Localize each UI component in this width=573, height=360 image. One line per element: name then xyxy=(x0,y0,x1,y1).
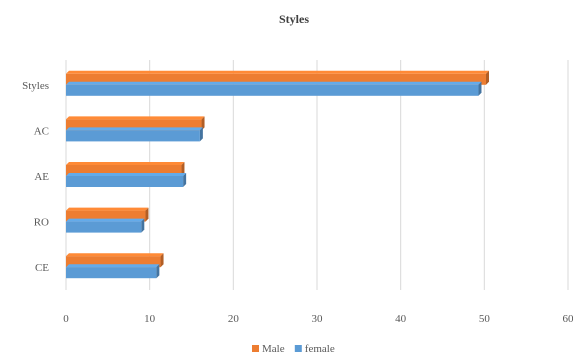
bar-front-face xyxy=(66,210,146,222)
x-tick-label: 0 xyxy=(63,313,69,325)
bar-front-face xyxy=(66,165,182,176)
y-tick-label: Styles xyxy=(22,80,49,92)
legend: Male female xyxy=(252,343,335,355)
legend-swatch-male xyxy=(252,345,259,352)
bar-end-face xyxy=(160,253,164,268)
y-tick-label: CE xyxy=(35,262,49,274)
bar-male-ae xyxy=(66,162,185,176)
x-tick-label: 40 xyxy=(395,313,407,325)
x-tick-label: 60 xyxy=(563,313,573,325)
bar-end-face xyxy=(201,116,205,131)
bar-front-face xyxy=(66,256,161,268)
bar-end-face xyxy=(156,264,160,279)
chart-title: Styles xyxy=(279,12,309,26)
bar-front-face xyxy=(66,221,142,233)
y-tick-label: RO xyxy=(34,217,49,229)
bar-end-face xyxy=(199,127,203,142)
bars xyxy=(66,70,490,279)
x-tick-label: 10 xyxy=(144,313,156,325)
y-tick-label: AE xyxy=(34,171,49,183)
y-axis-labels: Styles AC AE RO CE xyxy=(22,80,49,274)
x-axis-labels: 0 10 20 30 40 50 60 xyxy=(63,313,573,325)
bar-end-face xyxy=(486,70,490,85)
x-tick-label: 30 xyxy=(312,313,324,325)
bar-front-face xyxy=(66,176,184,187)
bar-female-ro xyxy=(66,218,145,233)
bar-top-face xyxy=(66,81,482,85)
x-tick-label: 20 xyxy=(228,313,240,325)
bar-male-ac xyxy=(66,116,205,131)
bar-top-face xyxy=(66,116,205,120)
bar-front-face xyxy=(66,267,157,279)
legend-label-female: female xyxy=(305,343,335,355)
bar-female-ae xyxy=(66,173,187,187)
bar-top-face xyxy=(66,253,164,257)
bar-top-face xyxy=(66,162,185,165)
bar-top-face xyxy=(66,127,203,131)
bar-end-face xyxy=(183,173,187,187)
grid xyxy=(65,60,569,290)
bar-male-ro xyxy=(66,207,149,222)
bar-top-face xyxy=(66,70,490,74)
y-tick-label: AC xyxy=(34,125,49,137)
bar-end-face xyxy=(181,162,185,176)
bar-front-face xyxy=(66,73,487,85)
bar-front-face xyxy=(66,130,200,142)
bar-end-face xyxy=(478,81,482,96)
bar-top-face xyxy=(66,207,149,211)
bar-end-face xyxy=(145,207,149,222)
bar-top-face xyxy=(66,264,160,268)
bar-front-face xyxy=(66,119,202,131)
legend-label-male: Male xyxy=(262,343,285,355)
bar-male-styles xyxy=(66,70,490,85)
bar-end-face xyxy=(141,218,145,233)
bar-top-face xyxy=(66,173,187,176)
bar-female-ce xyxy=(66,264,160,279)
bar-female-styles xyxy=(66,81,482,96)
bar-front-face xyxy=(66,84,479,96)
bar-top-face xyxy=(66,218,145,222)
bar-female-ac xyxy=(66,127,203,142)
legend-swatch-female xyxy=(294,345,302,352)
x-tick-label: 50 xyxy=(479,313,491,325)
bar-male-ce xyxy=(66,253,164,268)
